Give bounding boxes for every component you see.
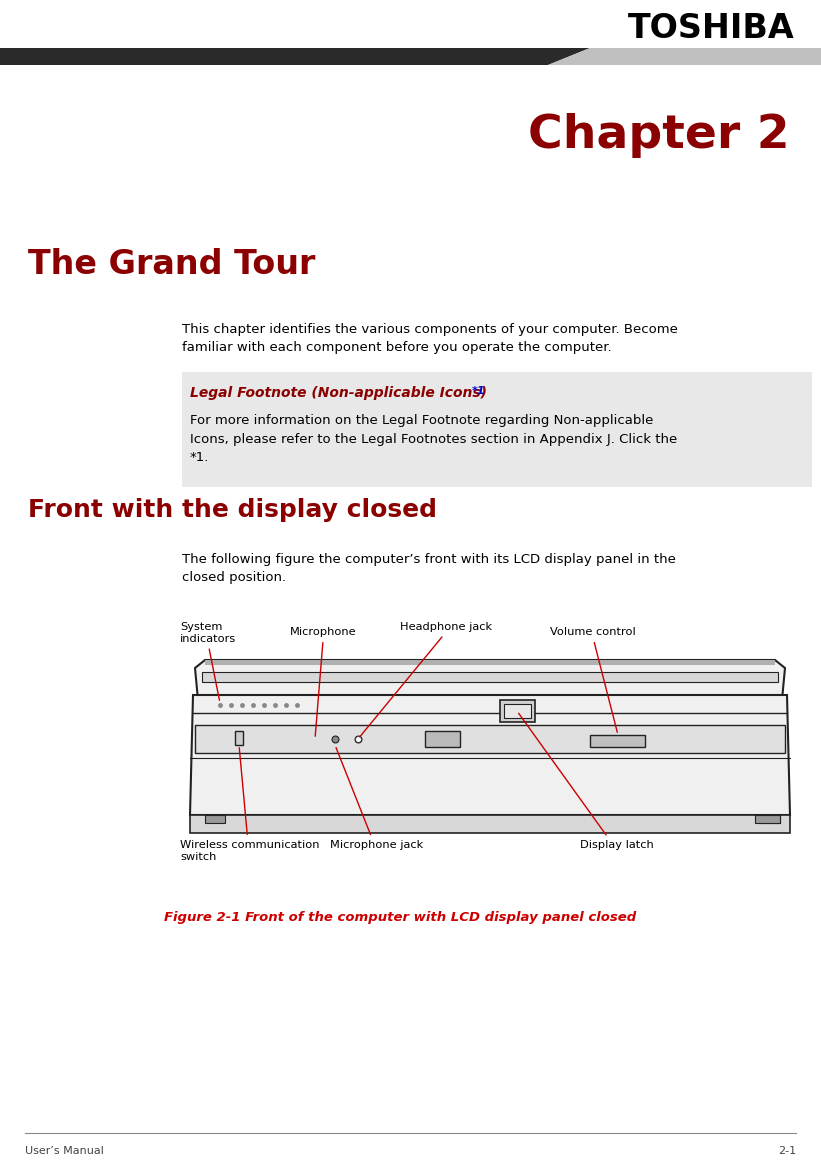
Text: Volume control: Volume control (550, 627, 635, 732)
Text: The Grand Tour: The Grand Tour (28, 249, 315, 281)
Text: This chapter identifies the various components of your computer. Become
familiar: This chapter identifies the various comp… (182, 324, 678, 355)
Text: System
indicators: System indicators (180, 623, 236, 701)
Bar (504, 704, 531, 718)
Text: Microphone jack: Microphone jack (330, 748, 424, 850)
Bar (182, 371, 812, 487)
Text: Headphone jack: Headphone jack (360, 623, 492, 737)
Text: The following figure the computer’s front with its LCD display panel in the
clos: The following figure the computer’s fron… (182, 552, 676, 584)
Text: Chapter 2: Chapter 2 (529, 112, 790, 158)
Text: Wireless communication
switch: Wireless communication switch (180, 748, 319, 862)
Polygon shape (0, 48, 590, 65)
Bar (195, 725, 785, 753)
Bar (205, 660, 775, 665)
Bar (202, 672, 778, 682)
Text: TOSHIBA: TOSHIBA (628, 12, 795, 44)
Text: Front with the display closed: Front with the display closed (28, 498, 437, 522)
Text: User’s Manual: User’s Manual (25, 1146, 104, 1156)
Bar (190, 815, 790, 833)
Bar (235, 731, 243, 745)
Polygon shape (195, 660, 785, 700)
Text: 2-1: 2-1 (777, 1146, 796, 1156)
Text: Figure 2-1 Front of the computer with LCD display panel closed: Figure 2-1 Front of the computer with LC… (164, 911, 636, 925)
Bar (755, 815, 780, 823)
Bar (590, 735, 645, 748)
Bar (500, 700, 535, 722)
Bar (205, 815, 225, 823)
Bar (425, 731, 460, 748)
Bar (760, 815, 780, 823)
Text: *1: *1 (472, 385, 486, 396)
Polygon shape (190, 695, 790, 815)
Text: For more information on the Legal Footnote regarding Non-applicable
Icons, pleas: For more information on the Legal Footno… (190, 413, 677, 464)
Polygon shape (548, 48, 821, 65)
Text: Microphone: Microphone (290, 627, 356, 736)
Text: Legal Footnote (Non-applicable Icons): Legal Footnote (Non-applicable Icons) (190, 385, 487, 399)
Text: Display latch: Display latch (519, 714, 654, 850)
